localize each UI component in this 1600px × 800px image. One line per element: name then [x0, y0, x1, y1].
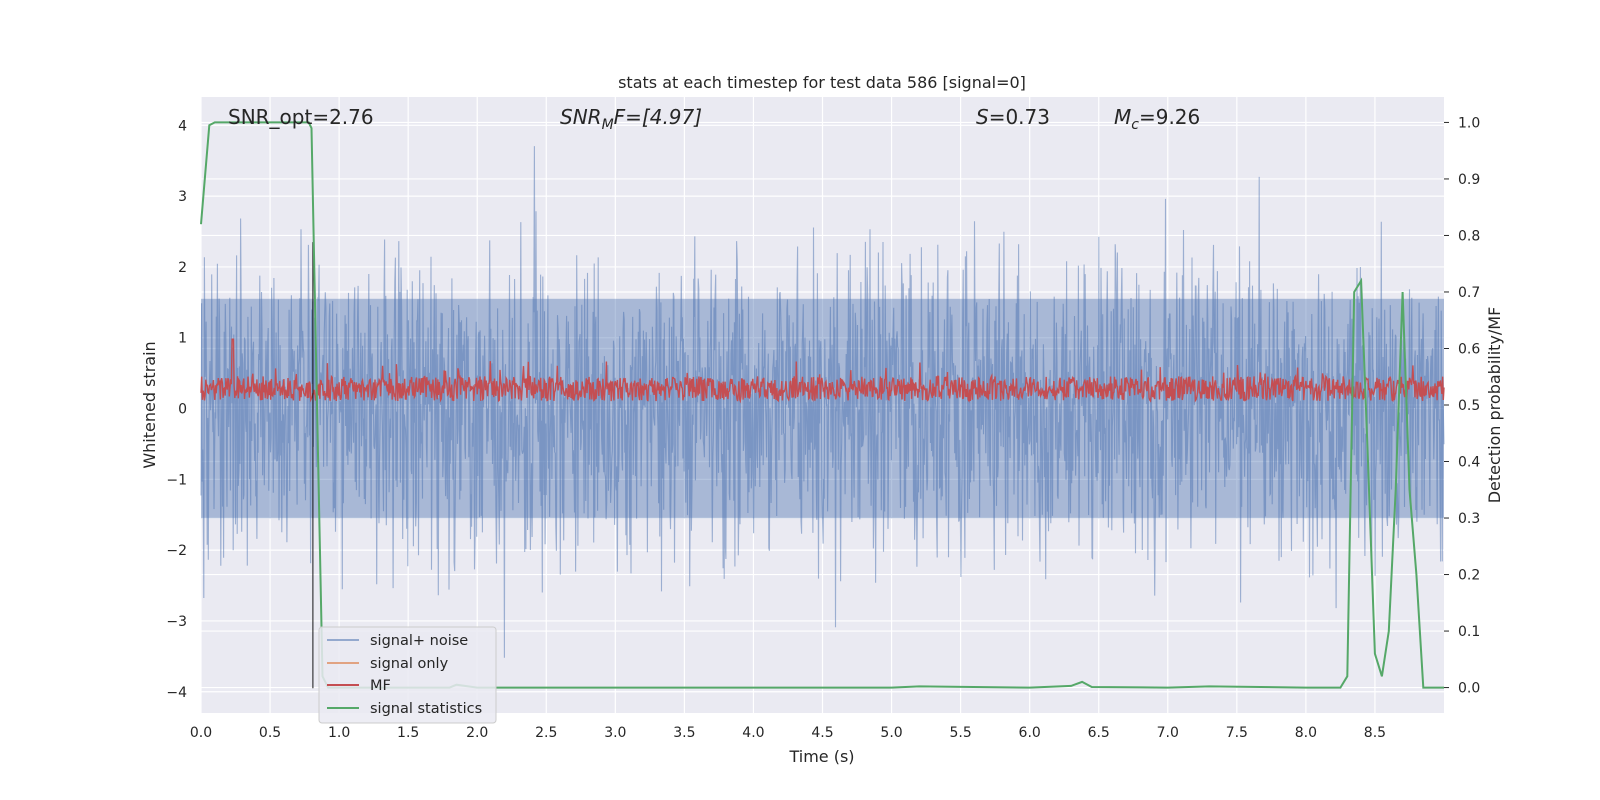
- axis-ticks: 0.0 0.5 1.0 1.5 2.0 2.5 3.0 3.5 4.0 4.5 5.0 5.5 6.0 6…: [166, 115, 1480, 741]
- y-tick-label: −4: [166, 685, 187, 701]
- legend-label-mf: MF: [370, 678, 391, 694]
- y2-tick-label: 0.3: [1458, 511, 1480, 527]
- x-tick-label: 6.0: [1019, 725, 1041, 741]
- y2-tick-label: 0.6: [1458, 341, 1480, 357]
- x-axis-label: Time (s): [788, 747, 854, 766]
- y-tick-label: −2: [166, 543, 187, 559]
- x-tick-label: 7.5: [1226, 725, 1248, 741]
- chart-title: stats at each timestep for test data 586…: [618, 73, 1026, 92]
- y2-tick-label: 0.4: [1458, 455, 1480, 471]
- annotation-s: S=0.73: [976, 105, 1050, 129]
- x-tick-label: 3.0: [604, 725, 626, 741]
- y-tick-label: 4: [178, 118, 187, 134]
- x-tick-label: 4.0: [742, 725, 764, 741]
- x-tick-label: 2.5: [535, 725, 557, 741]
- x-tick-label: 6.5: [1088, 725, 1110, 741]
- annotation-mc: Mc=9.26: [1114, 105, 1200, 133]
- y2-tick-label: 0.9: [1458, 172, 1480, 188]
- mf-series: [200, 338, 1445, 404]
- signal-statistics-line: [200, 121, 1444, 689]
- legend-label-stat: signal statistics: [370, 701, 482, 717]
- y-tick-label: 2: [178, 260, 187, 276]
- legend-label-noise: signal+ noise: [370, 633, 468, 649]
- x-tick-label: 0.0: [190, 725, 212, 741]
- legend: signal+ noise signal only MF signal stat…: [318, 626, 497, 724]
- y2-tick-label: 1.0: [1458, 115, 1480, 131]
- legend-frame: [318, 626, 497, 724]
- y-tick-label: −3: [166, 614, 187, 630]
- signal-noise-series: [200, 146, 1445, 658]
- signal-statistics-series: [200, 121, 1444, 689]
- y-tick-label: 0: [178, 402, 187, 418]
- noise-trace: [200, 146, 1445, 658]
- mf-trace: [200, 338, 1445, 404]
- y2-tick-label: 0.0: [1458, 681, 1480, 697]
- x-tick-label: 5.0: [880, 725, 902, 741]
- y2-tick-label: 0.7: [1458, 285, 1480, 301]
- x-tick-label: 7.0: [1157, 725, 1179, 741]
- y2-tick-label: 0.2: [1458, 568, 1480, 584]
- y2-axis-label: Detection probability/MF: [1485, 307, 1504, 504]
- y2-tick-label: 0.5: [1458, 398, 1480, 414]
- x-tick-label: 5.5: [949, 725, 971, 741]
- noise-core: [201, 298, 1444, 519]
- y-tick-label: 1: [178, 331, 187, 347]
- x-tick-label: 2.0: [466, 725, 488, 741]
- x-tick-label: 3.5: [673, 725, 695, 741]
- y2-tick-label: 0.8: [1458, 228, 1480, 244]
- x-tick-label: 1.0: [328, 725, 350, 741]
- x-tick-label: 1.5: [397, 725, 419, 741]
- x-tick-label: 0.5: [259, 725, 281, 741]
- x-tick-label: 8.5: [1364, 725, 1386, 741]
- y2-tick-label: 0.1: [1458, 624, 1480, 640]
- grid: [200, 97, 1444, 713]
- y-tick-label: −1: [166, 472, 187, 488]
- annotation-snr-opt: SNR_opt=2.76: [228, 105, 374, 129]
- y-axis-label: Whitened strain: [140, 341, 159, 468]
- x-tick-label: 4.5: [811, 725, 833, 741]
- annotation-snr-mf: SNRMF=[4.97]: [560, 105, 702, 133]
- legend-label-signal: signal only: [370, 656, 449, 672]
- x-tick-label: 8.0: [1295, 725, 1317, 741]
- y-tick-label: 3: [178, 189, 187, 205]
